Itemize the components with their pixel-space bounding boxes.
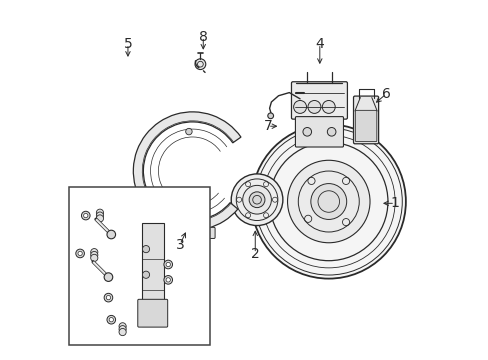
Circle shape <box>106 296 110 300</box>
Circle shape <box>163 275 172 284</box>
Circle shape <box>78 251 82 256</box>
Bar <box>69 187 210 345</box>
Circle shape <box>249 192 264 208</box>
Text: 5: 5 <box>123 37 132 51</box>
Text: 4: 4 <box>315 37 324 51</box>
Circle shape <box>163 260 172 269</box>
Circle shape <box>90 251 98 258</box>
Circle shape <box>293 100 306 113</box>
Text: 1: 1 <box>390 196 399 210</box>
Circle shape <box>83 213 88 218</box>
Circle shape <box>307 100 320 113</box>
Text: 8: 8 <box>199 30 207 44</box>
Circle shape <box>107 315 115 324</box>
Circle shape <box>96 212 103 219</box>
Circle shape <box>322 100 335 113</box>
Circle shape <box>119 325 126 333</box>
Circle shape <box>185 129 192 135</box>
Circle shape <box>107 230 115 239</box>
Circle shape <box>104 273 113 282</box>
Wedge shape <box>133 112 241 230</box>
Circle shape <box>119 328 126 336</box>
Circle shape <box>242 185 271 214</box>
Circle shape <box>326 127 335 136</box>
Text: 7: 7 <box>263 119 272 133</box>
Circle shape <box>251 125 405 279</box>
FancyBboxPatch shape <box>138 299 167 327</box>
Circle shape <box>287 160 369 243</box>
Text: 3: 3 <box>175 238 184 252</box>
FancyBboxPatch shape <box>295 117 343 147</box>
Circle shape <box>142 246 149 253</box>
Circle shape <box>175 200 181 207</box>
Text: 6: 6 <box>381 87 390 101</box>
Circle shape <box>142 271 149 278</box>
Circle shape <box>166 278 170 282</box>
Circle shape <box>231 174 282 226</box>
Circle shape <box>104 293 113 302</box>
Circle shape <box>109 318 113 322</box>
Circle shape <box>303 127 311 136</box>
Circle shape <box>76 249 84 258</box>
Text: 2: 2 <box>250 247 259 261</box>
Circle shape <box>90 248 98 256</box>
FancyBboxPatch shape <box>353 96 378 144</box>
Circle shape <box>310 184 346 220</box>
FancyBboxPatch shape <box>291 82 346 119</box>
Bar <box>142 224 164 326</box>
Circle shape <box>166 262 170 267</box>
Circle shape <box>81 211 90 220</box>
FancyBboxPatch shape <box>355 110 376 141</box>
Circle shape <box>90 254 98 261</box>
Circle shape <box>267 113 273 119</box>
Circle shape <box>195 59 205 69</box>
FancyBboxPatch shape <box>195 227 215 238</box>
Circle shape <box>96 215 103 222</box>
Circle shape <box>96 209 103 216</box>
Circle shape <box>119 323 126 330</box>
